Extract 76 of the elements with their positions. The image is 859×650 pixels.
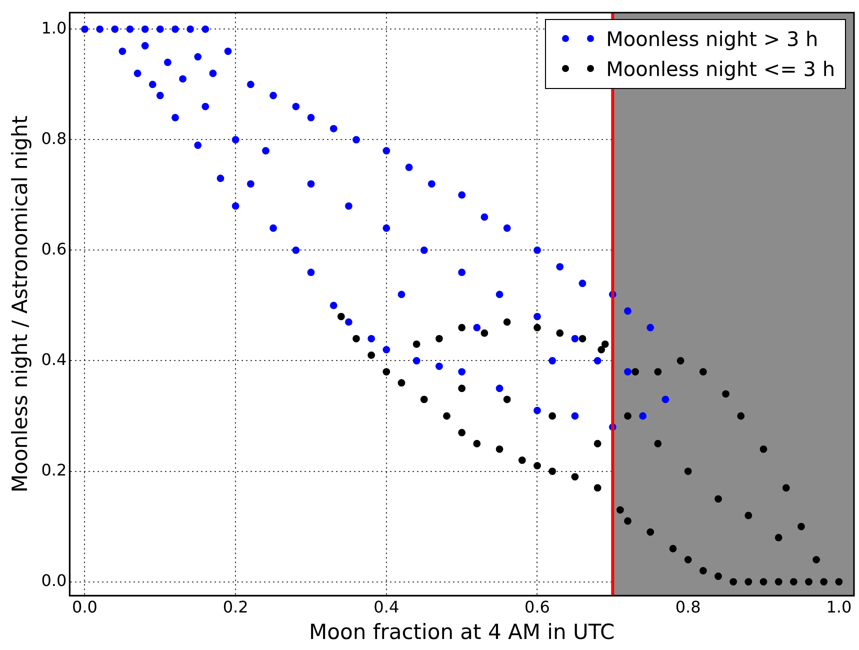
point bbox=[744, 578, 752, 586]
point bbox=[458, 428, 466, 436]
point bbox=[578, 334, 586, 342]
point bbox=[352, 334, 360, 342]
point bbox=[601, 340, 609, 348]
point bbox=[699, 368, 707, 376]
point bbox=[714, 572, 722, 580]
point bbox=[722, 390, 730, 398]
y-tick-label: 0.0 bbox=[41, 570, 67, 590]
point bbox=[594, 440, 602, 448]
point bbox=[473, 440, 481, 448]
point bbox=[805, 578, 812, 586]
point bbox=[684, 556, 692, 564]
x-tick-label: 0.8 bbox=[675, 597, 701, 616]
point bbox=[730, 578, 738, 586]
y-tick-label: 1.0 bbox=[41, 18, 67, 38]
point bbox=[835, 578, 843, 586]
point bbox=[503, 396, 511, 404]
x-tick-label: 0.4 bbox=[374, 597, 400, 616]
point bbox=[412, 340, 420, 348]
point bbox=[646, 528, 654, 536]
point bbox=[594, 484, 602, 492]
point bbox=[480, 329, 488, 337]
x-tick-label: 1.0 bbox=[826, 597, 852, 616]
point bbox=[382, 368, 390, 376]
point bbox=[398, 379, 406, 387]
point bbox=[624, 517, 632, 525]
point bbox=[699, 567, 707, 574]
y-tick-label: 0.4 bbox=[41, 350, 67, 369]
point bbox=[496, 445, 504, 453]
point bbox=[435, 334, 443, 342]
point bbox=[676, 357, 684, 364]
point bbox=[337, 312, 345, 320]
point bbox=[654, 368, 662, 376]
point bbox=[571, 473, 579, 480]
y-tick-label: 0.6 bbox=[41, 239, 67, 258]
point bbox=[714, 495, 722, 503]
point bbox=[798, 522, 805, 530]
point bbox=[458, 324, 466, 332]
point bbox=[368, 352, 376, 359]
point bbox=[534, 462, 541, 470]
point bbox=[632, 368, 639, 376]
legend-label: Moonless night <= 3 h bbox=[606, 56, 835, 81]
point bbox=[624, 412, 632, 420]
point bbox=[458, 384, 466, 392]
point bbox=[669, 544, 677, 552]
y-axis-title: Moonless night / Astronomical night bbox=[8, 116, 32, 493]
point bbox=[790, 578, 798, 586]
point bbox=[782, 484, 790, 492]
point bbox=[518, 456, 526, 464]
point bbox=[760, 578, 768, 586]
point bbox=[548, 468, 556, 475]
point bbox=[774, 534, 782, 542]
point bbox=[443, 412, 450, 420]
point bbox=[548, 412, 556, 420]
point bbox=[737, 412, 745, 420]
point bbox=[820, 578, 828, 586]
point bbox=[684, 468, 692, 475]
point bbox=[503, 318, 511, 326]
point bbox=[598, 346, 606, 354]
legend-label: Moonless night > 3 h bbox=[606, 26, 818, 51]
point bbox=[420, 396, 428, 404]
point bbox=[812, 556, 820, 564]
point bbox=[654, 440, 662, 448]
point bbox=[556, 329, 564, 337]
y-tick-label: 0.2 bbox=[41, 460, 67, 480]
x-tick-label: 0.2 bbox=[222, 597, 248, 616]
point bbox=[616, 506, 624, 514]
point bbox=[760, 445, 768, 453]
x-tick-label: 0.6 bbox=[524, 597, 550, 616]
point bbox=[774, 578, 782, 586]
x-axis-title: Moon fraction at 4 AM in UTC bbox=[309, 620, 615, 644]
point bbox=[534, 324, 541, 332]
point bbox=[744, 512, 752, 520]
y-tick-label: 0.8 bbox=[41, 128, 67, 148]
x-tick-label: 0.0 bbox=[72, 597, 98, 616]
